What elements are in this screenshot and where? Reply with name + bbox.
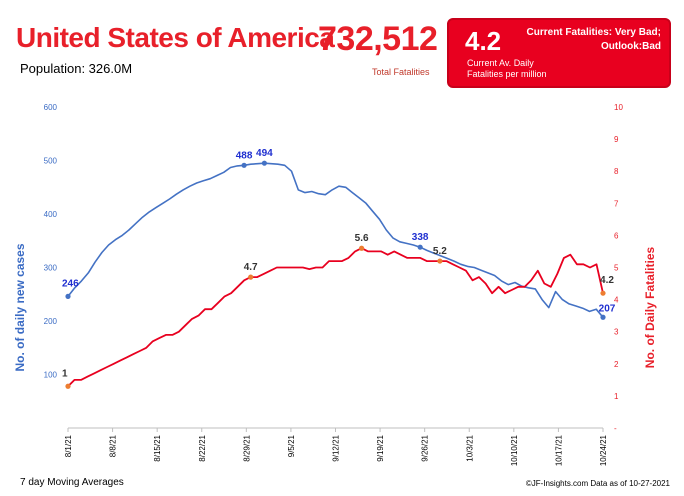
y-right-tick-label: 3 xyxy=(614,328,619,337)
cases-data-point xyxy=(241,162,247,168)
y-left-tick-label: 400 xyxy=(44,210,58,219)
fatalities-data-point xyxy=(358,245,365,251)
status-line2: Outlook:Bad xyxy=(601,41,661,52)
fatalities-data-point xyxy=(600,290,606,296)
x-tick-label: 10/3/21 xyxy=(465,434,474,461)
cases-data-label: 488 xyxy=(236,150,253,161)
y-right-axis-label: No. of Daily Fatalities xyxy=(643,246,657,368)
daily-fatality-rate: 4.2 xyxy=(465,26,502,56)
y-right-tick-label: 7 xyxy=(614,199,619,208)
x-tick-label: 8/29/21 xyxy=(242,434,251,461)
y-right-tick-label: 8 xyxy=(614,167,619,176)
daily-fatality-rate-label: Current Av. Daily Fatalities per million xyxy=(467,58,547,80)
y-right-tick-label: 9 xyxy=(614,135,619,144)
x-tick-label: 9/12/21 xyxy=(332,434,341,461)
cases-data-point xyxy=(65,293,71,299)
cases-data-point xyxy=(600,314,606,320)
y-right-tick-label: - xyxy=(614,424,617,433)
rate-label-line2: Fatalities per million xyxy=(467,69,547,79)
y-right-tick-label: 10 xyxy=(614,103,623,112)
cases-series-line xyxy=(67,162,604,318)
y-left-tick-label: 500 xyxy=(44,157,58,166)
cases-data-label: 207 xyxy=(599,303,616,314)
x-tick-label: 8/1/21 xyxy=(64,434,73,457)
y-left-tick-label: 300 xyxy=(44,264,58,273)
fatalities-data-label: 5.2 xyxy=(433,246,447,257)
x-tick-label: 8/22/21 xyxy=(198,434,207,461)
cases-data-label: 338 xyxy=(412,232,429,243)
x-tick-label: 8/8/21 xyxy=(109,434,118,457)
fatalities-data-label: 5.6 xyxy=(355,233,369,244)
y-right-tick-label: 4 xyxy=(614,296,619,305)
y-right-tick-label: 2 xyxy=(614,360,619,369)
cases-data-point xyxy=(417,244,423,250)
rate-label-line1: Current Av. Daily xyxy=(467,58,534,68)
fatality-status-card: 4.2 Current Av. Daily Fatalities per mil… xyxy=(447,18,671,88)
fatalities-data-label: 1 xyxy=(62,368,68,379)
fatalities-data-point xyxy=(248,274,254,280)
copyright-note: ©JF-Insights.com Data as of 10-27-2021 xyxy=(525,479,670,488)
fatality-status-text: Current Fatalities: Very Bad; Outlook:Ba… xyxy=(521,26,661,54)
y-left-axis-label: No. of daily new cases xyxy=(13,243,27,371)
y-right-tick-label: 1 xyxy=(614,392,619,401)
y-left-tick-label: 600 xyxy=(44,103,58,112)
fatalities-data-point xyxy=(437,258,443,264)
y-right-tick-label: 5 xyxy=(614,264,619,273)
y-left-tick-label: 100 xyxy=(44,371,58,380)
cases-data-point xyxy=(261,160,267,166)
y-left-tick-label: 200 xyxy=(44,317,58,326)
population-label: Population: 326.0M xyxy=(20,61,133,76)
total-fatalities-value: 732,512 xyxy=(318,20,438,58)
x-tick-label: 10/10/21 xyxy=(510,434,519,466)
cases-data-label: 246 xyxy=(62,278,79,289)
x-tick-label: 9/5/21 xyxy=(287,434,296,457)
x-tick-label: 10/17/21 xyxy=(554,434,563,466)
cases-data-label: 494 xyxy=(256,148,273,159)
status-line1: Current Fatalities: Very Bad; xyxy=(526,27,661,38)
fatalities-data-point xyxy=(65,383,71,389)
country-title: United States of America xyxy=(16,22,335,53)
fatalities-data-label: 4.7 xyxy=(244,262,258,273)
fatalities-data-label: 4.2 xyxy=(600,275,614,286)
x-tick-label: 9/26/21 xyxy=(421,434,430,461)
x-tick-label: 10/24/21 xyxy=(599,434,608,466)
moving-average-note: 7 day Moving Averages xyxy=(20,477,124,488)
fatalities-series-line xyxy=(67,247,604,387)
total-fatalities-label: Total Fatalities xyxy=(372,67,430,77)
y-right-tick-label: 6 xyxy=(614,231,619,240)
x-tick-label: 9/19/21 xyxy=(376,434,385,461)
x-tick-label: 8/15/21 xyxy=(153,434,162,461)
